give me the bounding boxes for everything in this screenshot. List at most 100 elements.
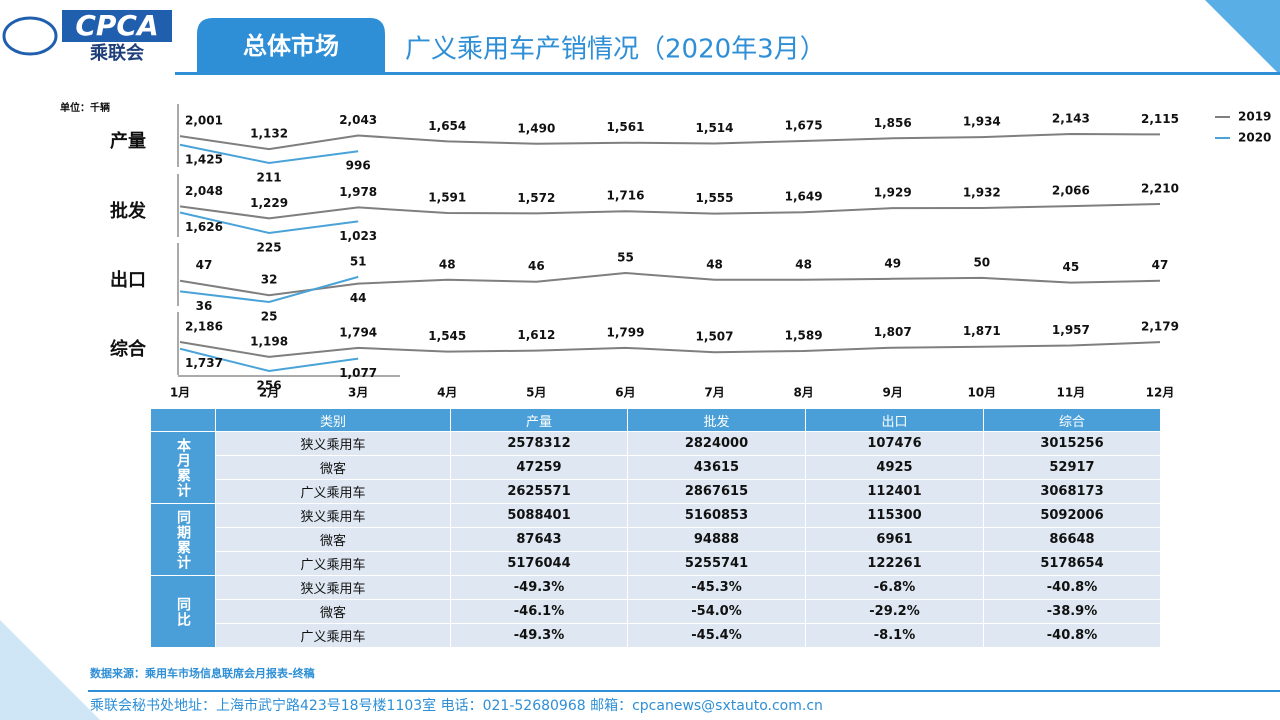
- table-cell: 5255741: [627, 551, 806, 576]
- table-cell: 5088401: [450, 503, 628, 528]
- data-label: 49: [884, 256, 901, 270]
- table-row: 同期累计 狭义乘用车 5088401 5160853 115300 5092006: [150, 503, 1161, 576]
- data-label: 1,507: [696, 330, 734, 344]
- header-rule: [175, 72, 1280, 75]
- tab: [197, 18, 385, 72]
- table-cell: 同比: [150, 575, 216, 648]
- table-row: 同比 狭义乘用车 -49.3% -45.3% -6.8% -40.8%: [150, 575, 1161, 648]
- unit-label: 单位：千辆: [60, 101, 110, 114]
- data-label: 1,198: [250, 334, 288, 348]
- data-label: 225: [257, 241, 282, 255]
- x-tick-label: 11月: [1057, 386, 1086, 400]
- table-cell: 2867615: [627, 479, 806, 504]
- table-cell: 本月累计: [150, 431, 216, 504]
- table-cell: 5160853: [627, 503, 806, 528]
- panel-title: 综合: [110, 338, 147, 360]
- logo-mark: [2, 16, 58, 56]
- table-cell: 112401: [805, 479, 984, 504]
- table-cell: 5176044: [450, 551, 628, 576]
- table-cell: 5092006: [983, 503, 1161, 528]
- x-tick-label: 10月: [967, 386, 996, 400]
- data-label: 1,871: [963, 324, 1001, 338]
- table-cell: 2578312: [450, 431, 628, 456]
- table-cell: -8.1%: [805, 623, 984, 648]
- tab-label: 总体市场: [243, 32, 339, 60]
- panel-title: 产量: [110, 130, 146, 152]
- slide-title: 广义乘用车产销情况（2020年3月）: [405, 35, 826, 65]
- data-label: 1,612: [517, 328, 555, 342]
- data-table: 类别 产量 批发 出口 综合 本月累计 狭义乘用车 2578312 2824000 107476 3…: [150, 408, 1161, 648]
- series-line: [179, 143, 359, 165]
- legend-label: 2019: [1238, 110, 1271, 124]
- series-line: [179, 132, 1161, 151]
- panel-title: 批发: [110, 200, 147, 222]
- data-label: 1,626: [185, 220, 223, 234]
- table-header: 类别 产量 批发 出口 综合: [150, 408, 1161, 432]
- table-cell: -49.3%: [450, 575, 628, 600]
- data-label: 44: [350, 291, 367, 305]
- table-cell: 狭义乘用车: [215, 503, 451, 528]
- series-line: [179, 211, 359, 235]
- data-label: 1,932: [963, 186, 1001, 200]
- table-row: 微客 47259 43615 4925 52917: [151, 455, 1161, 480]
- table-cell: 广义乘用车: [215, 551, 451, 576]
- x-tick-label: 12月: [1146, 386, 1175, 400]
- series-line: [179, 347, 359, 373]
- data-label: 1,561: [606, 120, 644, 134]
- table-cell: 6961: [805, 527, 984, 552]
- table-cell: 86648: [983, 527, 1161, 552]
- data-label: 1,023: [339, 229, 377, 243]
- footer-rule: [88, 690, 1280, 692]
- data-label: 2,066: [1052, 184, 1090, 198]
- data-label: 1,572: [517, 191, 555, 205]
- data-label: 2,048: [185, 184, 223, 198]
- data-label: 1,490: [517, 121, 555, 135]
- data-label: 1,737: [185, 356, 223, 370]
- data-label: 1,929: [874, 186, 912, 200]
- data-label: 1,978: [339, 185, 377, 199]
- table-cell: -45.4%: [627, 623, 806, 648]
- data-label: 1,654: [428, 119, 466, 133]
- data-label: 1,856: [874, 116, 912, 130]
- table-cell: 2625571: [450, 479, 628, 504]
- data-label: 1,957: [1052, 323, 1090, 337]
- table-cell: 52917: [983, 455, 1161, 480]
- data-label: 1,934: [963, 115, 1001, 129]
- table-row: 本月累计 狭义乘用车 2578312 2824000 107476 3015256: [150, 431, 1161, 504]
- table-cell: 5178654: [983, 551, 1161, 576]
- data-label: 1,077: [339, 366, 377, 380]
- table-row: 广义乘用车 -49.3% -45.4% -8.1% -40.8%: [151, 623, 1161, 648]
- x-tick-label: 7月: [704, 386, 724, 400]
- table-cell: 122261: [805, 551, 984, 576]
- data-label: 45: [1063, 260, 1080, 274]
- corner-decoration: [1205, 0, 1280, 75]
- data-label: 996: [346, 159, 371, 173]
- data-label: 2,179: [1141, 320, 1179, 334]
- data-label: 1,591: [428, 191, 466, 205]
- table-cell: 2824000: [627, 431, 806, 456]
- data-label: 2,043: [339, 113, 377, 127]
- data-label: 36: [196, 299, 213, 313]
- data-label: 51: [350, 254, 367, 268]
- data-label: 1,675: [785, 119, 823, 133]
- source-note: 数据来源：乘用车市场信息联席会月报表-终稿: [90, 666, 315, 680]
- data-label: 1,799: [606, 325, 644, 339]
- table-row: 广义乘用车 2625571 2867615 112401 3068173: [151, 479, 1161, 504]
- logo-text: CPCA: [75, 9, 158, 42]
- table-cell: 3068173: [983, 479, 1161, 504]
- data-label: 1,589: [785, 328, 823, 342]
- table-cell: -46.1%: [450, 599, 628, 624]
- panel-title: 出口: [110, 269, 146, 291]
- x-tick-label: 9月: [883, 386, 903, 400]
- table-cell: 微客: [215, 527, 451, 552]
- x-tick-label: 4月: [437, 386, 457, 400]
- data-label: 2,001: [185, 114, 223, 128]
- table-cell: 狭义乘用车: [215, 575, 451, 600]
- x-tick-label: 1月: [170, 386, 190, 400]
- table-cell: 广义乘用车: [215, 623, 451, 648]
- data-label: 1,132: [250, 127, 288, 141]
- data-label: 1,545: [428, 329, 466, 343]
- data-label: 1,555: [696, 191, 734, 205]
- data-label: 25: [261, 310, 278, 324]
- data-label: 1,649: [785, 190, 823, 204]
